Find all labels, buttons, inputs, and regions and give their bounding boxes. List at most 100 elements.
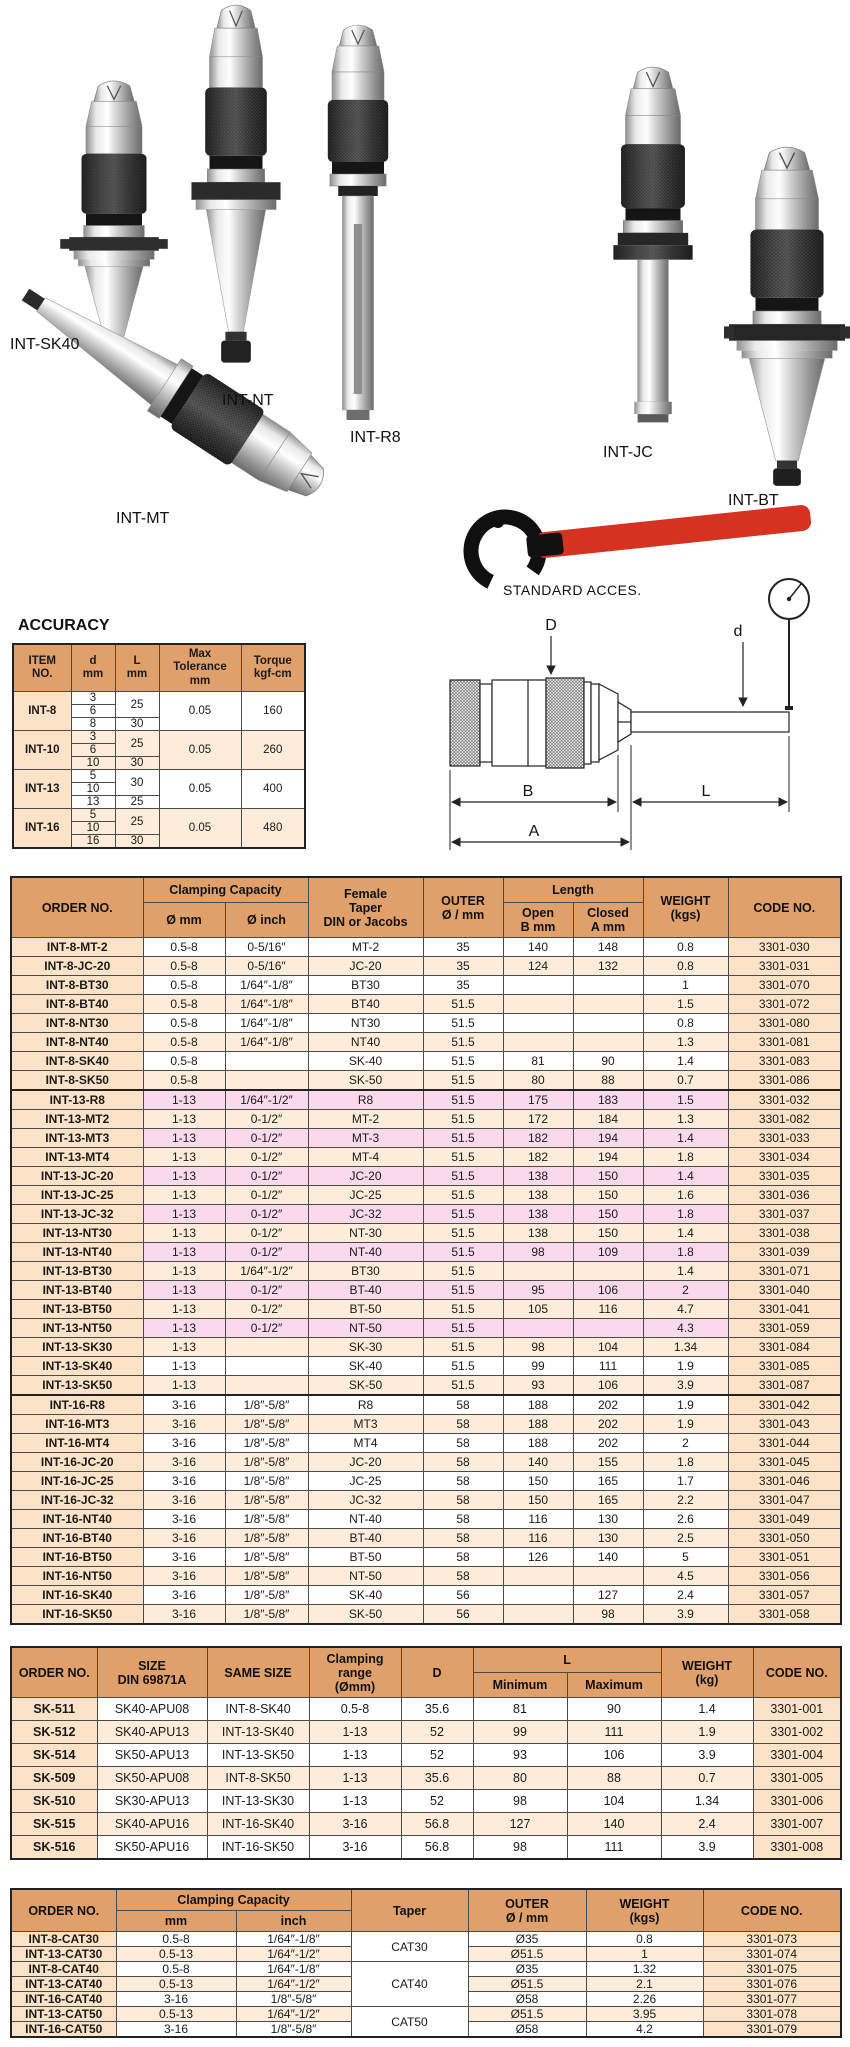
cell: 1.4 (642, 1128, 729, 1148)
header-cell: ITEM NO. (12, 643, 72, 692)
header-cell: Minimum (472, 1672, 568, 1698)
table-row: SK-511 SK40-APU08 INT-8-SK40 0.5-8 35.6 81 90 1… (10, 1697, 842, 1721)
cell: SK30-APU13 (96, 1789, 208, 1813)
cell: 3301-049 (727, 1509, 842, 1529)
product-photo-int-bt (724, 146, 850, 486)
cell: 3301-086 (727, 1070, 842, 1091)
cell: 1.9 (642, 1414, 729, 1434)
cell: 3301-039 (727, 1242, 842, 1262)
cell: INT-13-NT50 (10, 1318, 144, 1338)
cell: 3301-047 (727, 1490, 842, 1510)
cell: 140 (502, 1452, 574, 1472)
table-row: INT-16-CAT40 3-16 1/8″-5/8″ Ø58 2.26 3301-077 (10, 1991, 842, 2007)
cell: INT-13 (12, 769, 72, 809)
cell: 194 (572, 1128, 644, 1148)
cell: JC-25 (307, 1471, 424, 1491)
cell: 140 (502, 937, 574, 957)
cell: 2.2 (642, 1490, 729, 1510)
cell: SK-510 (10, 1789, 98, 1813)
cell: 3301-051 (727, 1547, 842, 1567)
table-row: INT-13-NT50 1-13 0-1/2″ NT-50 51.5 4.3 3301-05… (10, 1318, 842, 1338)
header-cell: ORDER NO. (10, 1646, 98, 1698)
cell: INT-13-CAT50 (10, 2006, 117, 2022)
cell: 51.5 (422, 1204, 504, 1224)
cell: 16 (70, 834, 116, 849)
cell: 0-1/2″ (224, 1128, 309, 1148)
table-row: INT-10 3 25 0.05 260 (12, 730, 306, 770)
cell: 58 (422, 1509, 504, 1529)
cell: 116 (502, 1509, 574, 1529)
cell: 51.5 (422, 1166, 504, 1186)
table-row: INT-8-CAT40 0.5-8 1/64″-1/8″ CAT40 Ø35 1.32 33… (10, 1961, 842, 2007)
cell: 3301-057 (727, 1585, 842, 1605)
table-row: INT-16-SK40 3-16 1/8″-5/8″ SK-40 56 127 2.4 330… (10, 1585, 842, 1605)
cell: INT-10 (12, 730, 72, 770)
cell: 1/64″-1/8″ (235, 1931, 352, 1947)
cell: 3301-045 (727, 1452, 842, 1472)
cell: 155 (572, 1452, 644, 1472)
cell: SK-511 (10, 1697, 98, 1721)
header-cell: Clamping range (Ømm) (308, 1646, 402, 1698)
cat-series-table: ORDER NO. Clamping Capacity Taper OUTER Ø /… (10, 1888, 842, 2038)
cell: 3-16 (142, 1566, 226, 1586)
cell: INT-8-CAT30 (10, 1931, 117, 1947)
table-row: INT-16 5 25 0.05 480 (12, 808, 306, 849)
cell: 51.5 (422, 1032, 504, 1052)
cell: INT-13-MT4 (10, 1147, 144, 1167)
cell: 3-16 (308, 1812, 402, 1836)
cell: 35.6 (400, 1697, 474, 1721)
cell: 1/8″-5/8″ (224, 1490, 309, 1510)
cell: SK40-APU08 (96, 1697, 208, 1721)
cell: 0.5-8 (115, 1961, 237, 1977)
standard-accessory-label: STANDARD ACCES. (503, 582, 642, 598)
cell: 3.9 (660, 1743, 754, 1767)
table-row: INT-8 3 25 0.05 160 (12, 691, 306, 731)
cell: INT-8-JC-20 (10, 956, 144, 976)
table-row: 10 (13, 782, 305, 796)
diagram-label-A: A (529, 823, 540, 840)
cell: 3301-005 (752, 1766, 842, 1790)
cell: 51.5 (422, 1318, 504, 1338)
header-cell: SAME SIZE (206, 1646, 310, 1698)
cell: 4.2 (585, 2021, 704, 2038)
cell: 182 (502, 1128, 574, 1148)
cell: 3301-044 (727, 1433, 842, 1453)
cell (224, 1356, 309, 1376)
cell: 3-16 (115, 2021, 237, 2038)
table-row: INT-13-SK30 1-13 SK-30 51.5 98 104 1.34 3301-08… (10, 1337, 842, 1357)
cell: 1-13 (142, 1109, 226, 1129)
cell: SK-516 (10, 1835, 98, 1860)
cell: 1-13 (142, 1280, 226, 1300)
cell: 0-1/2″ (224, 1204, 309, 1224)
cell: INT-13-JC-20 (10, 1166, 144, 1186)
product-photo-int-sk40 (60, 80, 168, 337)
cell: 0.8 (585, 1931, 704, 1947)
table-row: INT-16-BT50 3-16 1/8″-5/8″ BT-50 58 126 140 5 33… (10, 1547, 842, 1567)
cell: INT-16-JC-25 (10, 1471, 144, 1491)
cell: 194 (572, 1147, 644, 1167)
cell: 1/8″-5/8″ (224, 1433, 309, 1453)
cell: 2 (642, 1433, 729, 1453)
cell: 51.5 (422, 1242, 504, 1262)
cell: 30 (114, 717, 160, 731)
cell: 165 (572, 1490, 644, 1510)
cell: 3.9 (642, 1375, 729, 1396)
cell: 1/64″-1/2″ (235, 1976, 352, 1992)
table-row: INT-13-CAT50 0.5-13 1/64″-1/2″ CAT50 Ø51.5 3.… (10, 2006, 842, 2038)
table-row: 10 (13, 821, 305, 835)
cell: 3-16 (142, 1490, 226, 1510)
diagram-label-d: d (734, 623, 743, 640)
cell: 52 (400, 1720, 474, 1744)
cell: INT-16-CAT40 (10, 1991, 117, 2007)
cell: 1.5 (642, 994, 729, 1014)
cell: 3301-008 (752, 1835, 842, 1860)
cell (572, 1566, 644, 1586)
cell: 1 (642, 975, 729, 995)
cell: INT-16-R8 (10, 1394, 144, 1415)
header-cell: L mm (114, 643, 160, 692)
header-cell: L (472, 1646, 662, 1673)
table-row: INT-13-SK40 1-13 SK-40 51.5 99 111 1.9 3301-085 (10, 1356, 842, 1376)
cell: 0.8 (642, 956, 729, 976)
cell: SK-40 (307, 1051, 424, 1071)
cell: 3301-004 (752, 1743, 842, 1767)
